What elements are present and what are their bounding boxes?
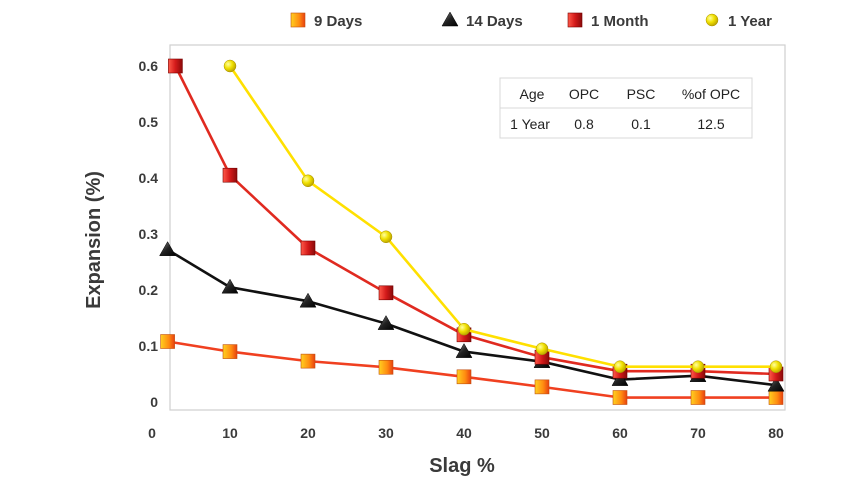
data-point	[690, 390, 706, 405]
series-9-days	[160, 334, 784, 405]
legend-marker	[290, 12, 306, 28]
data-point	[612, 390, 628, 405]
legend-label: 9 Days	[314, 13, 362, 30]
plot-frame	[169, 44, 786, 411]
data-point	[611, 371, 629, 386]
series-line	[228, 65, 776, 369]
data-point	[300, 353, 316, 369]
data-point	[222, 167, 238, 183]
table-header-opc: OPC	[569, 86, 599, 102]
table-cell-psc: 0.1	[631, 116, 651, 132]
data-point	[377, 315, 395, 330]
x-tick-label: 20	[300, 425, 316, 441]
data-point	[613, 360, 627, 373]
data-point	[456, 369, 472, 385]
data-point	[378, 359, 394, 375]
data-point	[159, 241, 177, 256]
y-tick-label: 0.5	[139, 114, 159, 130]
series-14-days	[159, 241, 785, 392]
x-axis-title: Slag %	[429, 455, 495, 477]
data-point	[534, 379, 550, 395]
x-tick-label: 40	[456, 425, 472, 441]
series-line	[167, 340, 776, 399]
legend-label: 1 Year	[728, 13, 772, 30]
data-point	[691, 360, 705, 373]
y-tick-label: 0	[150, 394, 158, 410]
data-point	[299, 292, 317, 308]
data-point	[379, 230, 393, 244]
legend-marker	[567, 12, 583, 28]
x-tick-label: 10	[222, 425, 238, 441]
legend-label: 14 Days	[466, 13, 523, 30]
series-1-year	[223, 59, 783, 373]
x-tick-label: 80	[768, 425, 784, 441]
data-point	[222, 344, 238, 359]
table-header-psc: PSC	[627, 86, 656, 102]
legend-item: 14 Days	[441, 11, 523, 30]
table-header-age: Age	[520, 86, 545, 102]
x-tick-label: 60	[612, 425, 628, 441]
inset-table: Age OPC PSC %of OPC 1 Year 0.8 0.1 12.5	[499, 77, 753, 139]
data-point	[168, 58, 183, 74]
data-point	[768, 390, 784, 405]
y-tick-label: 0.1	[139, 338, 159, 354]
legend-label: 1 Month	[591, 13, 649, 30]
data-point	[160, 334, 175, 349]
y-tick-label: 0.3	[139, 226, 159, 242]
y-tick-label: 0.4	[139, 170, 159, 186]
data-point	[378, 285, 394, 301]
legend-item: 1 Month	[567, 12, 649, 30]
table-cell-age: 1 Year	[510, 116, 550, 132]
data-point	[301, 174, 315, 188]
x-axis-ticks: 0 10 20 30 40 50 60 70 80	[148, 425, 784, 441]
x-tick-label: 0	[148, 425, 156, 441]
data-point	[221, 278, 239, 294]
y-axis-ticks: 0 0.1 0.2 0.3 0.4 0.5 0.6	[139, 58, 159, 410]
legend-marker	[705, 13, 719, 27]
table-cell-opc: 0.8	[574, 116, 594, 132]
x-tick-label: 30	[378, 425, 394, 441]
data-point	[767, 376, 785, 392]
series-line	[166, 248, 777, 387]
x-tick-label: 70	[690, 425, 706, 441]
data-point	[457, 322, 471, 336]
table-header-pct-opc: %of OPC	[682, 86, 740, 102]
legend-item: 9 Days	[290, 12, 362, 30]
legend: 9 Days 14 Days 1 Month 1 Year	[290, 11, 772, 30]
table-cell-pct-opc: 12.5	[697, 116, 724, 132]
y-tick-label: 0.6	[139, 58, 159, 74]
legend-marker	[441, 11, 459, 27]
y-tick-label: 0.2	[139, 282, 159, 298]
data-point	[535, 342, 549, 356]
x-tick-label: 50	[534, 425, 550, 441]
data-point	[300, 240, 316, 256]
data-point	[223, 59, 237, 73]
data-point	[455, 343, 473, 358]
data-point	[769, 360, 783, 373]
legend-item: 1 Year	[705, 13, 772, 30]
series-layer	[159, 58, 785, 405]
y-axis-title: Expansion (%)	[83, 171, 105, 309]
